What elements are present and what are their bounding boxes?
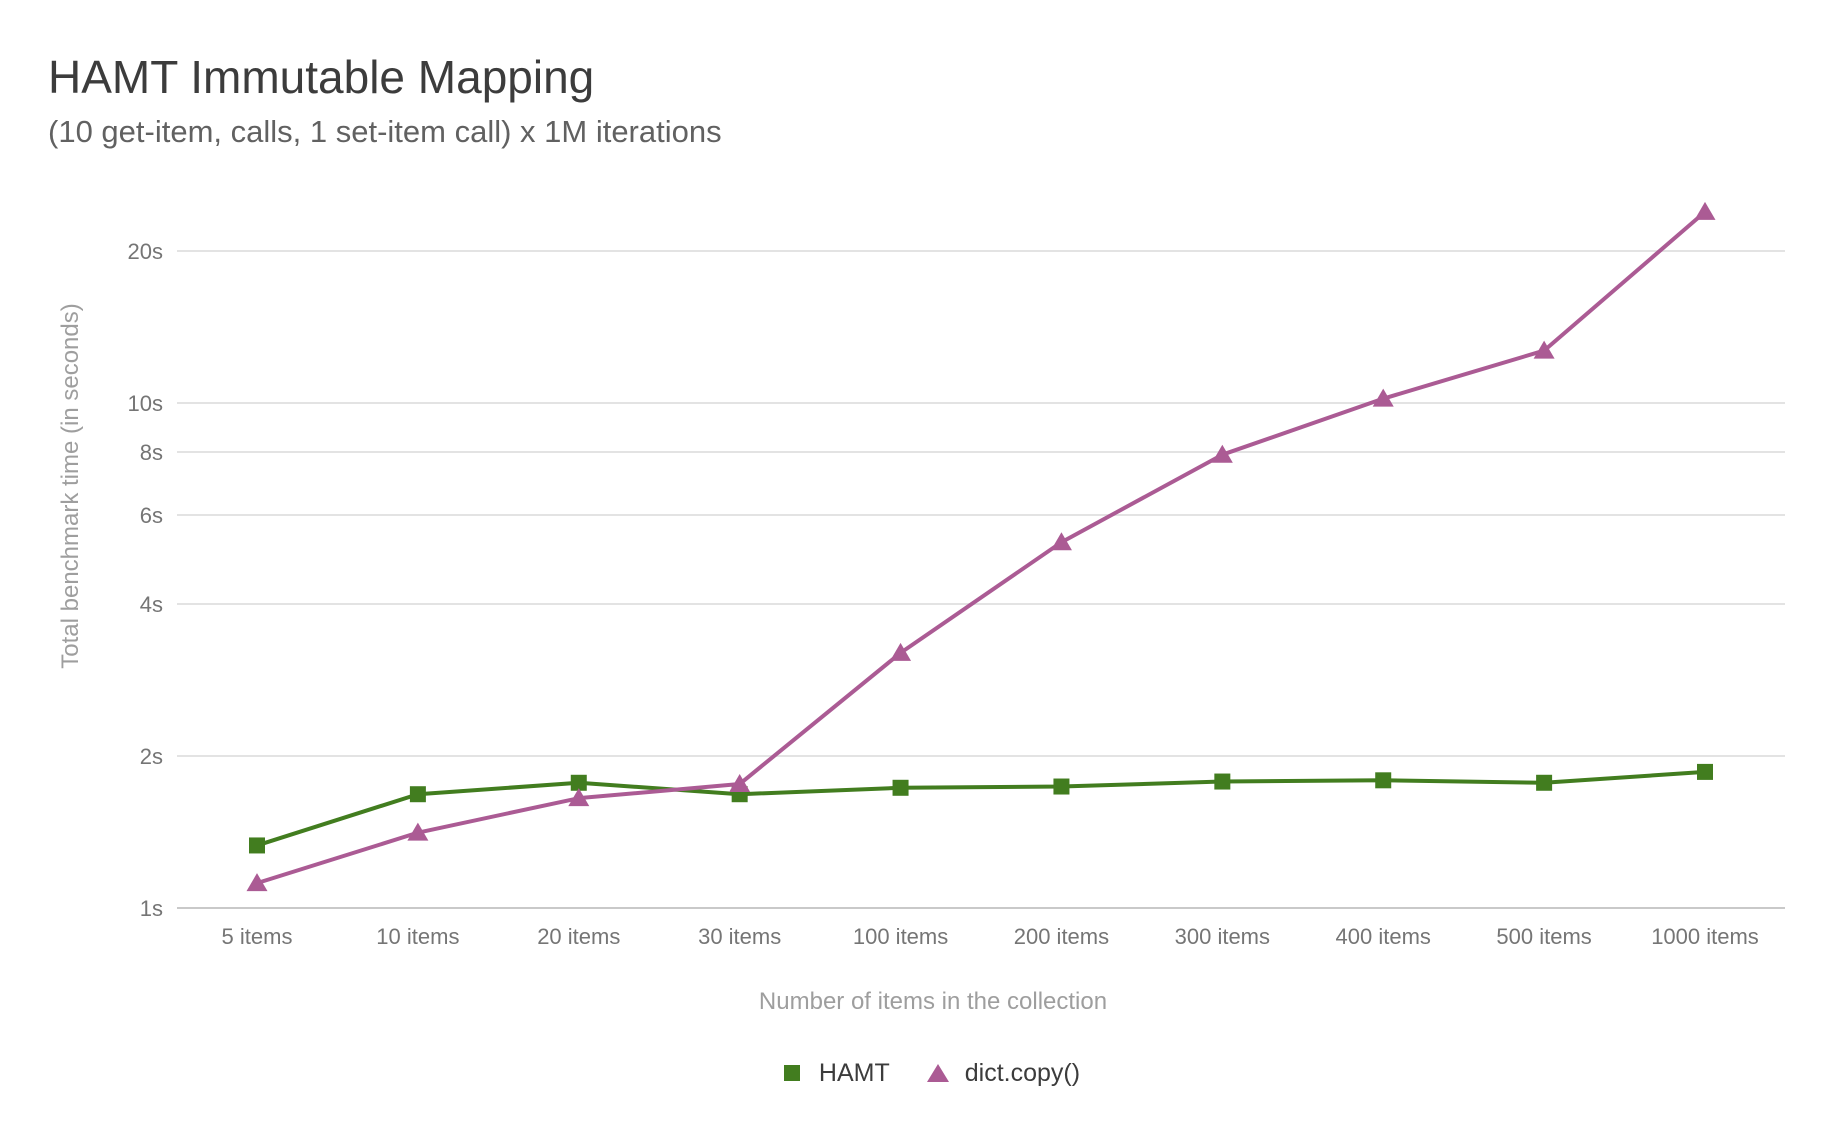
data-point-triangle[interactable]: [1211, 444, 1233, 463]
data-point-square[interactable]: [1375, 772, 1392, 789]
data-point-square[interactable]: [1214, 773, 1231, 790]
y-tick-label: 1s: [140, 896, 163, 921]
y-axis-title: Total benchmark time (in seconds): [57, 303, 84, 669]
x-axis-title: Number of items in the collection: [758, 988, 1108, 1015]
series-line-HAMT: [256, 769, 1706, 848]
x-tick-label: 1000 items: [1651, 924, 1759, 949]
data-point-triangle[interactable]: [1533, 340, 1555, 359]
data-point-square[interactable]: [892, 779, 909, 796]
data-point-triangle[interactable]: [890, 642, 912, 661]
y-tick-label: 20s: [128, 239, 163, 264]
x-tick-label: 200 items: [1014, 924, 1109, 949]
x-tick-label: 400 items: [1336, 924, 1431, 949]
x-tick-label: 20 items: [537, 924, 620, 949]
data-point-square[interactable]: [1536, 774, 1553, 791]
data-point-square[interactable]: [570, 774, 587, 791]
x-tick-label: 10 items: [376, 924, 459, 949]
legend-square-icon: [783, 1065, 800, 1081]
x-tick-label: 30 items: [698, 924, 781, 949]
x-tick-label: 500 items: [1496, 924, 1591, 949]
y-tick-label: 8s: [140, 440, 163, 465]
legend-triangle-icon: [926, 1064, 949, 1082]
data-point-square[interactable]: [1053, 778, 1070, 795]
legend-label: dict.copy(): [964, 1058, 1081, 1087]
legend-label: HAMT: [818, 1058, 890, 1087]
chart-subtitle: (10 get-item, calls, 1 set-item call) x …: [48, 114, 722, 149]
data-point-triangle[interactable]: [729, 774, 751, 793]
x-tick-label: 300 items: [1175, 924, 1270, 949]
data-point-triangle[interactable]: [246, 873, 268, 892]
legend-item-HAMT: HAMT: [780, 1059, 890, 1088]
x-tick-label: 5 items: [222, 924, 293, 949]
data-point-triangle[interactable]: [1694, 201, 1716, 220]
chart-title: HAMT Immutable Mapping: [48, 51, 595, 103]
y-tick-label: 2s: [140, 744, 163, 769]
data-point-triangle[interactable]: [407, 822, 429, 841]
x-tick-label: 100 items: [853, 924, 948, 949]
legend-item-dict.copy(): dict.copy(): [926, 1059, 1080, 1088]
legend: HAMT dict.copy(): [0, 1056, 1840, 1090]
data-point-square[interactable]: [1697, 763, 1713, 780]
y-tick-label: 10s: [128, 391, 163, 416]
data-point-square[interactable]: [249, 837, 265, 854]
data-point-triangle[interactable]: [1050, 532, 1072, 551]
y-tick-label: 4s: [140, 592, 163, 617]
series-line-dict.copy(): [256, 210, 1707, 886]
data-point-square[interactable]: [409, 786, 426, 803]
y-tick-label: 6s: [140, 503, 163, 528]
data-point-triangle[interactable]: [1372, 388, 1394, 407]
data-point-triangle[interactable]: [568, 788, 590, 807]
